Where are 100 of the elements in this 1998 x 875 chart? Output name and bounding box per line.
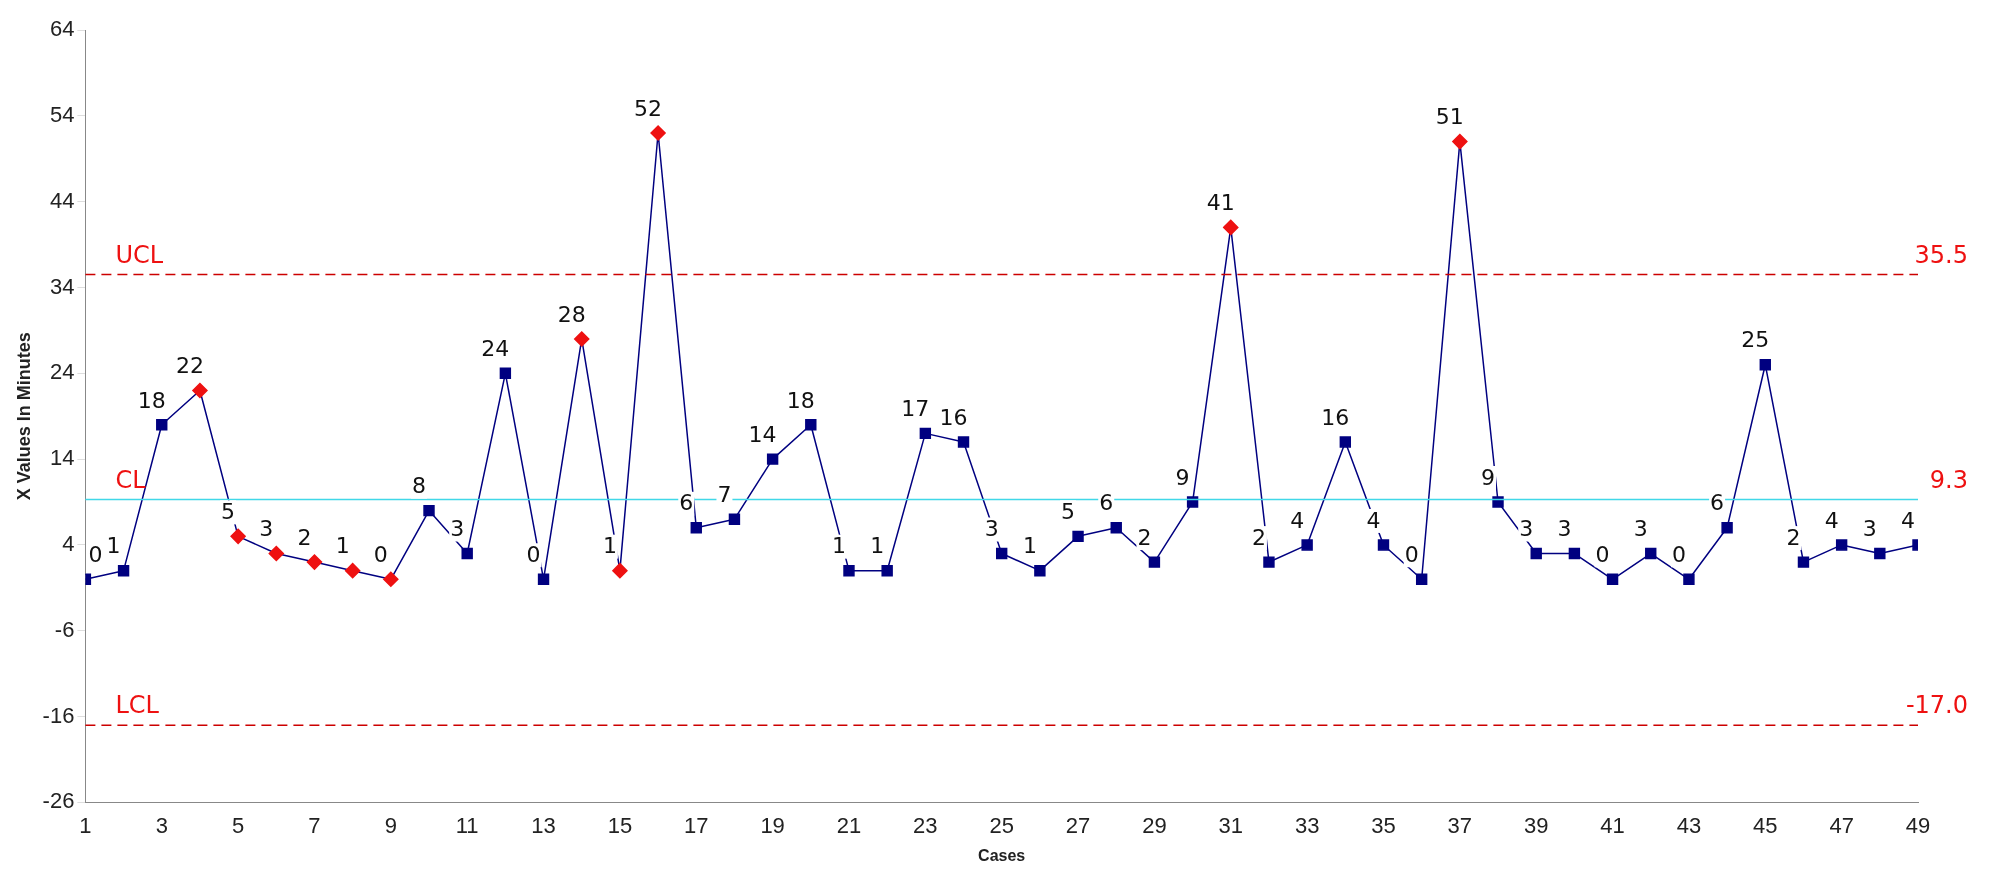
data-label: 14 [748,421,777,447]
point [957,436,970,448]
point [1568,547,1581,560]
x-tick-label: 5 [231,812,245,838]
x-tick-label: 35 [1371,812,1396,838]
data-label: 4 [1901,507,1915,533]
y-tick-label: 14 [49,445,75,471]
point [1263,556,1275,568]
data-label: 1 [106,533,121,559]
x-tick-label: 49 [1905,812,1931,838]
point [1415,573,1428,585]
y-tick-label: -6 [54,616,75,642]
data-label: 9 [1481,464,1496,490]
data-label: 3 [1862,516,1877,542]
data-label: 0 [1404,541,1419,567]
x-tick-label: 19 [760,812,785,838]
data-label: 4 [1290,507,1305,533]
data-label: 52 [634,95,663,121]
data-label: 3 [984,516,999,542]
data-label: 5 [221,499,236,525]
point [1835,539,1848,551]
y-tick-label: 64 [49,16,75,42]
point [881,564,893,577]
data-label: 17 [901,396,930,422]
x-tick-label: 43 [1676,812,1702,838]
x-tick-label: 9 [384,812,397,838]
x-tick-label: 21 [836,812,862,838]
point [728,513,741,525]
data-label: 0 [88,541,103,567]
point [1034,564,1046,577]
data-label: 8 [412,473,427,499]
data-label: 28 [557,301,586,327]
point [537,573,550,585]
data-label: 3 [1519,516,1534,542]
data-label: 4 [1366,507,1381,533]
point [1530,547,1542,560]
point [1683,573,1695,585]
data-label: 3 [259,516,274,542]
y-tick-label: 24 [49,359,75,385]
point [843,564,855,577]
point [1186,496,1199,508]
x-axis-title: Cases [978,846,1026,864]
point [1874,547,1886,560]
point [996,547,1008,560]
y-tick-label: 4 [62,531,75,556]
data-label: 51 [1435,104,1464,130]
x-tick-label: 7 [308,812,321,838]
data-label: 2 [1251,524,1266,550]
x-tick-label: 27 [1065,812,1091,838]
point [117,564,130,577]
point [1148,556,1161,568]
data-label: 2 [1786,524,1801,550]
data-label: 1 [602,533,617,559]
data-label: 0 [373,541,388,567]
data-label: 24 [481,336,510,362]
data-label: 18 [137,387,166,413]
point [499,367,512,379]
data-label: 9 [1175,464,1190,490]
data-label: 3 [1557,516,1572,542]
x-tick-label: 41 [1600,812,1625,838]
x-tick-label: 25 [989,812,1014,838]
point [156,419,168,431]
annotation: -17.0 [1905,691,1968,720]
x-tick-label: 45 [1753,812,1778,838]
x-tick-label: 11 [455,812,479,838]
data-label: 41 [1206,190,1235,216]
x-tick-label: 23 [913,812,938,838]
data-label: 6 [1710,490,1725,516]
data-label: 18 [786,387,815,413]
x-tick-label: 47 [1829,812,1854,838]
point [423,504,435,517]
point [1339,436,1352,448]
y-tick-label: 54 [49,101,75,127]
y-tick-label: -26 [42,788,75,814]
data-label: 22 [175,353,204,379]
data-label: 1 [335,533,350,559]
data-label: 3 [1633,516,1648,542]
data-label: 25 [1741,327,1770,353]
data-label: 6 [1099,490,1114,516]
x-tick-label: 17 [684,812,709,838]
data-label: 1 [1022,533,1037,559]
data-label: 0 [1671,541,1686,567]
x-tick-label: 1 [79,812,92,838]
y-tick-label: -16 [42,702,75,728]
point [1301,539,1313,551]
data-label: 2 [1137,524,1152,550]
x-tick-label: 3 [155,812,168,838]
x-tick-label: 37 [1447,812,1473,838]
point [690,522,702,534]
point [1759,359,1771,371]
annotation: 35.5 [1914,240,1968,269]
data-label: 1 [831,533,846,559]
data-label: 5 [1061,499,1076,525]
point [1606,573,1619,585]
point [1721,522,1733,534]
data-label: 16 [1321,404,1350,430]
y-tick-label: 34 [49,273,75,299]
x-tick-label: 15 [607,812,633,838]
point [805,419,817,431]
point [1072,530,1084,543]
